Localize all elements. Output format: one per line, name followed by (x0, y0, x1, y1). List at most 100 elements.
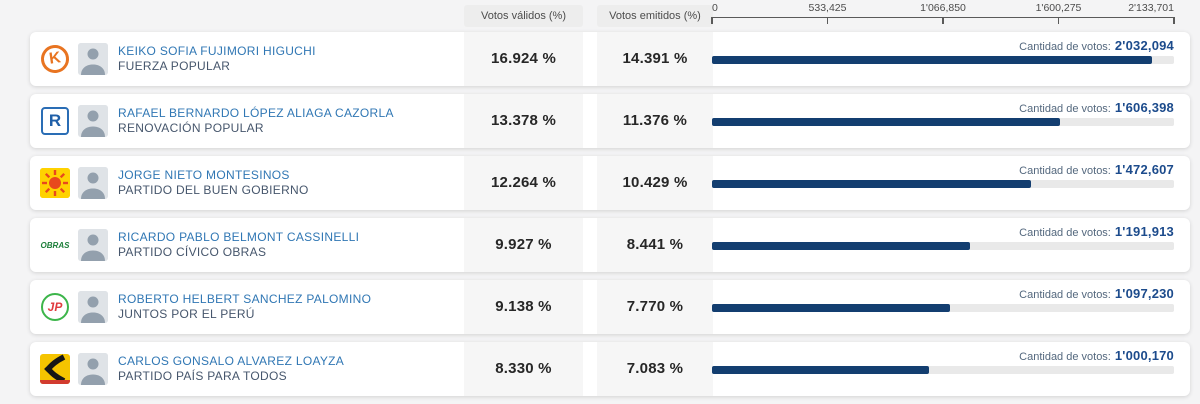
valid-votes-percent: 12.264 % (491, 174, 556, 191)
obras-wordmark-logo: OBRAS (40, 230, 70, 260)
vote-bar-track (712, 366, 1174, 374)
candidate-identity: RICARDO PABLO BELMONT CASSINELLI PARTIDO … (118, 230, 359, 260)
axis-tick-label: 1'600,275 (1035, 2, 1082, 14)
vote-bar-track (712, 242, 1174, 250)
candidate-identity: RAFAEL BERNARDO LÓPEZ ALIAGA CAZORLA RENO… (118, 106, 394, 136)
emitted-votes-percent: 11.376 % (622, 112, 688, 129)
candidate-row[interactable]: K KEIKO SOFIA FUJIMORI HIGUCHI FUERZA POPU… (30, 32, 1190, 86)
valid-votes-percent: 13.378 % (491, 112, 556, 129)
axis-tick-mark (826, 17, 828, 24)
emitted-votes-percent: 8.441 % (626, 236, 684, 253)
renovacion-popular-r-logo: R (40, 106, 70, 136)
party-name: FUERZA POPULAR (118, 59, 231, 73)
vote-bar-fill (712, 180, 1031, 188)
vote-bar-track (712, 118, 1174, 126)
candidate-row[interactable]: JP ROBERTO HELBERT SANCHEZ PALOMINO JUNTOS… (30, 280, 1190, 334)
votes-caption: Cantidad de votos: (1019, 41, 1111, 53)
candidate-row[interactable]: JORGE NIETO MONTESINOS PARTIDO DEL BUEN G… (30, 156, 1190, 210)
candidate-photo (78, 353, 108, 385)
votes-caption: Cantidad de votos: (1019, 351, 1111, 363)
candidate-name: KEIKO SOFIA FUJIMORI HIGUCHI (118, 44, 316, 58)
emitted-votes-percent: 14.391 % (622, 50, 688, 67)
emitted-votes-percent: 7.770 % (626, 298, 684, 315)
party-name: JUNTOS POR EL PERÚ (118, 307, 255, 321)
votes-axis: 0 533,425 1'066,850 1'600,275 2'133,701 (711, 0, 1175, 26)
valid-votes-percent: 9.927 % (495, 236, 552, 253)
candidate-photo (78, 167, 108, 199)
emitted-votes-cell (597, 156, 713, 210)
emitted-votes-cell (597, 32, 713, 86)
votes-count-line: Cantidad de votos: 2'032,094 (1019, 38, 1174, 53)
candidate-identity: CARLOS GONSALO ALVAREZ LOAYZA PARTIDO PAÍ… (118, 354, 344, 384)
vote-bar-track (712, 56, 1174, 64)
axis-tick-mark (1173, 17, 1175, 24)
emitted-votes-cell (597, 94, 713, 148)
juntos-por-el-peru-jp-logo: JP (40, 292, 70, 322)
vote-bar-track (712, 180, 1174, 188)
axis-tick-mark (711, 17, 713, 24)
emitted-votes-percent: 7.083 % (626, 360, 684, 377)
votes-count-line: Cantidad de votos: 1'097,230 (1019, 286, 1174, 301)
votes-value: 2'032,094 (1114, 38, 1174, 53)
candidate-name: ROBERTO HELBERT SANCHEZ PALOMINO (118, 292, 372, 306)
party-name: PARTIDO DEL BUEN GOBIERNO (118, 183, 309, 197)
votes-caption: Cantidad de votos: (1019, 227, 1111, 239)
valid-votes-cell (464, 342, 583, 396)
axis-tick-label: 1'066,850 (920, 2, 966, 14)
emitted-votes-cell (597, 342, 713, 396)
pais-para-todos-road-logo (40, 354, 70, 384)
axis-tick-mark (1057, 17, 1059, 24)
valid-votes-cell (464, 218, 583, 272)
vote-bar-fill (712, 118, 1060, 126)
votes-caption: Cantidad de votos: (1019, 165, 1111, 177)
vote-bar-fill (712, 56, 1152, 64)
candidate-name: RICARDO PABLO BELMONT CASSINELLI (118, 230, 360, 244)
vote-bar-track (712, 304, 1174, 312)
votes-count-line: Cantidad de votos: 1'472,607 (1019, 162, 1174, 177)
vote-bar-fill (712, 242, 971, 250)
votes-value: 1'472,607 (1114, 162, 1174, 177)
valid-votes-cell (464, 156, 583, 210)
votes-value: 1'191,913 (1114, 224, 1174, 239)
candidate-identity: JORGE NIETO MONTESINOS PARTIDO DEL BUEN G… (118, 168, 309, 198)
party-name: PARTIDO PAÍS PARA TODOS (118, 369, 287, 383)
candidate-row[interactable]: CARLOS GONSALO ALVAREZ LOAYZA PARTIDO PAÍ… (30, 342, 1190, 396)
votes-count-line: Cantidad de votos: 1'606,398 (1019, 100, 1174, 115)
candidate-name: RAFAEL BERNARDO LÓPEZ ALIAGA CAZORLA (118, 106, 394, 120)
axis-tick-mark (942, 17, 944, 24)
valid-votes-cell (464, 32, 583, 86)
axis-tick-label: 533,425 (808, 2, 847, 14)
valid-votes-percent: 9.138 % (495, 298, 552, 315)
votes-value: 1'097,230 (1114, 286, 1174, 301)
votes-count-line: Cantidad de votos: 1'000,170 (1019, 348, 1174, 363)
candidate-photo (78, 105, 108, 137)
votes-value: 1'606,398 (1114, 100, 1174, 115)
candidate-name: CARLOS GONSALO ALVAREZ LOAYZA (118, 354, 345, 368)
emitted-votes-cell (597, 280, 713, 334)
valid-votes-percent: 16.924 % (491, 50, 556, 67)
valid-votes-cell (464, 280, 583, 334)
valid-votes-cell (464, 94, 583, 148)
candidate-identity: ROBERTO HELBERT SANCHEZ PALOMINO JUNTOS P… (118, 292, 371, 322)
candidate-row[interactable]: OBRAS RICARDO PABLO BELMONT CASSINELLI PAR… (30, 218, 1190, 272)
emitted-votes-percent: 10.429 % (622, 174, 688, 191)
candidate-photo (78, 291, 108, 323)
candidate-name: JORGE NIETO MONTESINOS (118, 168, 290, 182)
candidate-photo (78, 43, 108, 75)
votes-caption: Cantidad de votos: (1019, 289, 1111, 301)
candidate-row[interactable]: R RAFAEL BERNARDO LÓPEZ ALIAGA CAZORLA REN… (30, 94, 1190, 148)
column-header-emitted-votes: Votos emitidos (%) (597, 5, 713, 27)
fuerza-popular-k-logo: K (39, 43, 71, 75)
vote-bar-fill (712, 304, 950, 312)
valid-votes-percent: 8.330 % (495, 360, 552, 377)
candidate-identity: KEIKO SOFIA FUJIMORI HIGUCHI FUERZA POPUL… (118, 44, 316, 74)
votes-count-line: Cantidad de votos: 1'191,913 (1019, 224, 1174, 239)
candidate-photo (78, 229, 108, 261)
column-header-valid-votes: Votos válidos (%) (464, 5, 583, 27)
buen-gobierno-sun-logo (40, 168, 70, 198)
party-name: RENOVACIÓN POPULAR (118, 121, 264, 135)
party-name: PARTIDO CÍVICO OBRAS (118, 245, 267, 259)
axis-tick-label: 0 (712, 2, 718, 14)
axis-tick-label: 2'133,701 (1128, 2, 1174, 14)
votes-caption: Cantidad de votos: (1019, 103, 1111, 115)
